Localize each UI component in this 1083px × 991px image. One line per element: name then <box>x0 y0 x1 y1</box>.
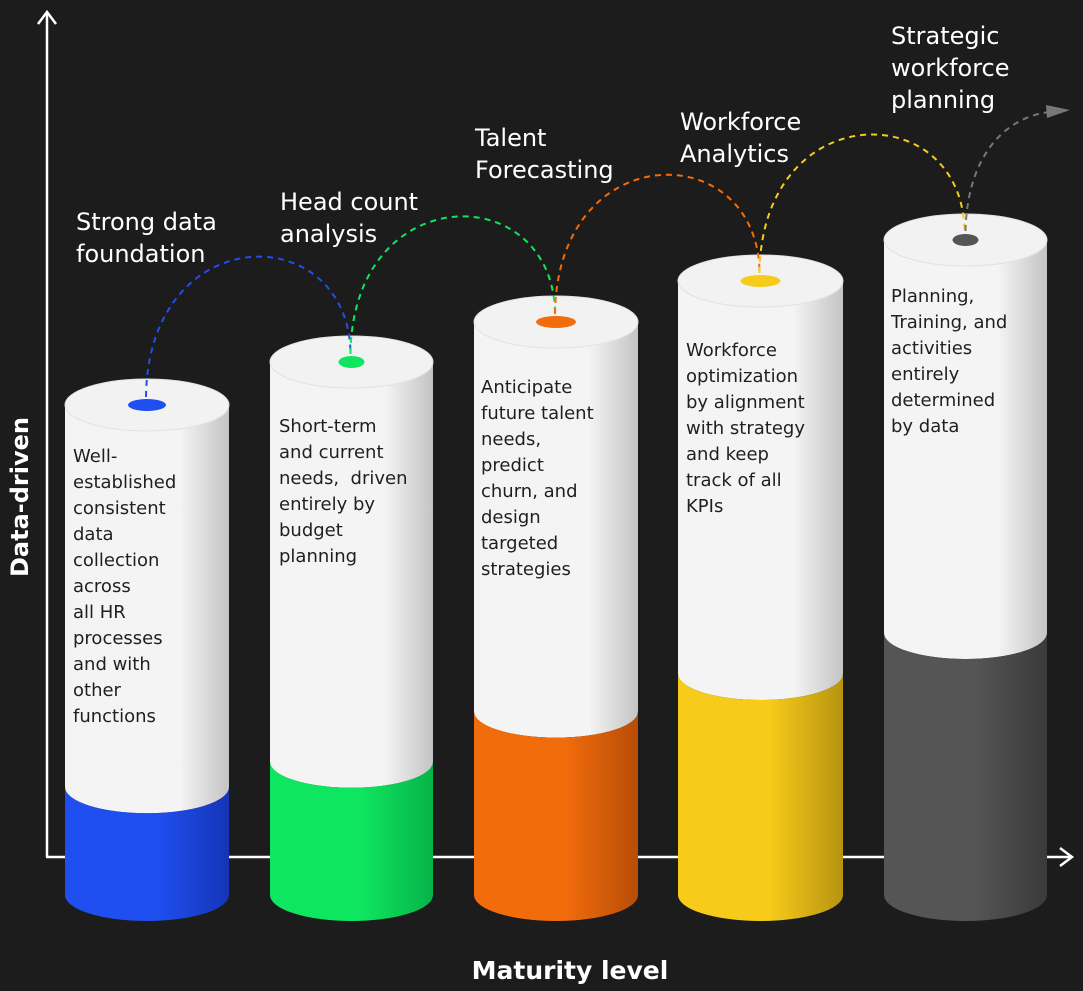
stage-title-line: planning <box>891 86 996 114</box>
stage-description: Short-term and current needs, driven entire… <box>279 414 435 570</box>
stage-title-line: Head count <box>280 188 419 216</box>
x-axis-arrowhead <box>1059 847 1075 867</box>
cylinder-dot <box>740 275 781 287</box>
stage-title: Strategic workforce planning <box>891 20 1083 116</box>
cylinder-5 <box>883 213 1048 921</box>
stage-description-line: and keep <box>686 444 769 465</box>
cylinder-fill <box>474 711 638 921</box>
stage-description: Well-established consistent data collection… <box>73 444 229 730</box>
stage-description-line: needs, <box>481 429 542 450</box>
stage-description-line: and with <box>73 654 151 675</box>
stage-description-line: by data <box>891 416 960 437</box>
cylinder-dot <box>338 356 365 368</box>
stage-description-line: entirely <box>891 364 960 385</box>
cylinder-dot <box>952 234 979 246</box>
cylinder-dot <box>536 316 576 328</box>
stage-description-line: targeted <box>481 533 559 554</box>
stage-description-line: future talent <box>481 403 594 424</box>
stage-description-line: needs, driven <box>279 468 408 489</box>
stage-title-line: Analytics <box>680 140 789 168</box>
stage-title: Talent Forecasting <box>475 122 675 186</box>
stage-title-line: foundation <box>76 240 206 268</box>
stage-description-line: optimization <box>686 366 798 387</box>
stage-title-line: Talent <box>475 124 547 152</box>
stage-description-line: Planning, <box>891 286 975 307</box>
stage-description-line: across <box>73 576 131 597</box>
stage-title-line: Strong data <box>76 208 217 236</box>
cylinder-body <box>270 362 433 788</box>
cylinder-fill <box>270 761 433 921</box>
stage-description-line: collection <box>73 550 160 571</box>
cylinder-dot <box>128 399 166 411</box>
stage-description: Workforce optimization by alignment with st… <box>686 338 842 520</box>
stage-description-line: planning <box>279 546 358 567</box>
stage-description: Planning, Training, and activities entirely… <box>891 284 1047 440</box>
cylinder-3 <box>473 295 639 921</box>
stage-title: Workforce Analytics <box>680 106 880 170</box>
stage-description-line: functions <box>73 706 156 727</box>
cylinder-fill <box>65 787 229 921</box>
stage-title-line: analysis <box>280 220 378 248</box>
stage-description-line: with strategy <box>686 418 805 439</box>
y-axis-label: Data-driven <box>6 417 34 577</box>
cylinder-2 <box>269 335 434 921</box>
stage-description-line: predict <box>481 455 544 476</box>
connector-arc <box>145 255 352 398</box>
stage-description-line: budget <box>279 520 343 541</box>
connector-arc <box>758 133 966 274</box>
stage-description-line: entirely by <box>279 494 376 515</box>
stage-title-line: Forecasting <box>475 156 614 184</box>
cylinder-body <box>474 322 638 738</box>
cylinder-4 <box>677 254 844 921</box>
cylinder-fill <box>678 673 843 921</box>
next-stage-arrowhead <box>1046 105 1070 118</box>
cylinder-body <box>65 405 229 814</box>
stage-description-line: determined <box>891 390 996 411</box>
stage-description-line: Short-term <box>279 416 377 437</box>
stage-description-line: strategies <box>481 559 571 580</box>
stage-description-line: processes <box>73 628 163 649</box>
stage-title-line: Workforce <box>680 108 802 136</box>
connector-arc <box>554 173 761 315</box>
stage-title-line: workforce <box>891 54 1010 82</box>
x-axis-label: Maturity level <box>471 956 669 985</box>
stage-description-line: other <box>73 680 121 701</box>
cylinder-fill <box>884 633 1047 921</box>
stage-description-line: all HR <box>73 602 126 623</box>
stage-description: Anticipate future talent needs, predict chur… <box>481 375 637 583</box>
stage-description-line: established <box>73 472 177 493</box>
stage-description-line: KPIs <box>686 496 724 517</box>
stage-description-line: consistent <box>73 498 166 519</box>
stage-description-line: by alignment <box>686 392 805 413</box>
cylinder-body <box>884 240 1047 660</box>
stage-description-line: Well- <box>73 446 118 467</box>
connector-arc <box>349 215 556 355</box>
stage-description-line: Anticipate <box>481 377 573 398</box>
stage-description-line: Training, and <box>891 312 1008 333</box>
stage-description-line: churn, and <box>481 481 578 502</box>
cylinder-body <box>678 281 843 700</box>
cylinders <box>64 213 1048 921</box>
y-axis-arrowhead <box>37 9 57 25</box>
next-stage-arrow <box>964 111 1051 232</box>
stage-title: Strong data foundation <box>76 206 276 270</box>
stage-title: Head count analysis <box>280 186 480 250</box>
stage-description-line: Workforce <box>686 340 777 361</box>
stage-description-line: and current <box>279 442 384 463</box>
stage-description-line: design <box>481 507 541 528</box>
stage-description-line: data <box>73 524 114 545</box>
cylinder-1 <box>64 378 230 921</box>
stage-description-line: activities <box>891 338 973 359</box>
stage-title-line: Strategic <box>891 22 1000 50</box>
stage-description-line: track of all <box>686 470 782 491</box>
connector-arcs <box>145 105 1070 398</box>
